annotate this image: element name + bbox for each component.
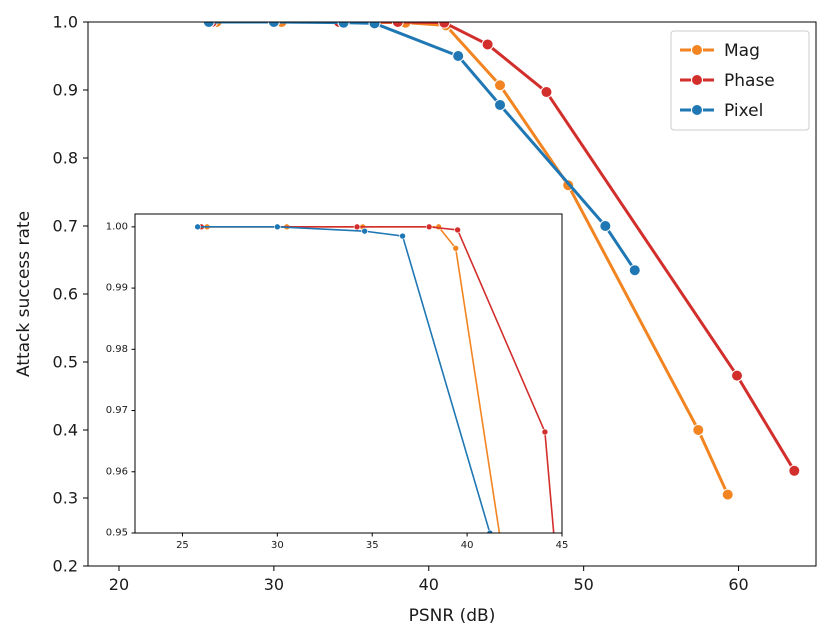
inset-x-tick-label-45: 45 bbox=[556, 540, 569, 551]
inset-background bbox=[135, 214, 562, 533]
main-x-tick-label-30: 30 bbox=[264, 575, 284, 594]
main-point-phase-3 bbox=[391, 22, 404, 28]
inset-x-tick-label-35: 35 bbox=[366, 540, 379, 551]
main-point-pixel-2 bbox=[337, 22, 350, 29]
main-point-phase-5 bbox=[481, 38, 494, 51]
main-y-tick-label-0-3: 0.3 bbox=[53, 489, 78, 508]
main-point-phase-6 bbox=[540, 86, 553, 99]
inset-point-pixel-3 bbox=[399, 232, 406, 240]
legend-phase-label: Phase bbox=[724, 71, 775, 91]
inset-y-tick-label-0-95: 0.95 bbox=[106, 528, 128, 539]
legend-mag-marker bbox=[691, 44, 703, 56]
main-point-pixel-5 bbox=[494, 98, 507, 111]
main-x-tick-label-20: 20 bbox=[109, 575, 129, 594]
main-x-tick-label-60: 60 bbox=[728, 575, 748, 594]
inset-x-tick-label-40: 40 bbox=[461, 540, 474, 551]
legend-pixel-label: Pixel bbox=[724, 101, 763, 121]
inset-point-pixel-1 bbox=[274, 223, 281, 231]
main-point-phase-4 bbox=[438, 22, 451, 29]
main-y-tick-label-0-6: 0.6 bbox=[53, 285, 78, 304]
legend-pixel-marker bbox=[691, 104, 703, 116]
main-y-tick-label-0-5: 0.5 bbox=[53, 353, 78, 372]
inset-x-tick-label-25: 25 bbox=[176, 540, 189, 551]
main-point-pixel-4 bbox=[452, 50, 465, 62]
legend-phase-marker bbox=[691, 74, 703, 86]
inset-frame bbox=[134, 213, 563, 534]
main-y-tick-label-1: 1.0 bbox=[53, 13, 78, 32]
main-point-pixel-0 bbox=[202, 22, 215, 28]
main-y-tick-label-0-7: 0.7 bbox=[53, 217, 78, 236]
main-point-pixel-6 bbox=[599, 220, 612, 232]
main-point-mag-8 bbox=[721, 488, 734, 501]
legend-frame bbox=[670, 30, 810, 131]
x-axis-title: PSNR (dB) bbox=[409, 606, 496, 626]
main-y-tick-label-0-8: 0.8 bbox=[53, 149, 78, 168]
main-point-phase-8 bbox=[788, 464, 801, 477]
inset-point-phase-4 bbox=[454, 226, 461, 234]
main-point-pixel-3 bbox=[368, 22, 381, 30]
inset-point-pixel-4 bbox=[486, 529, 494, 533]
main-axes: 20 30 40 50 60 0.2 0.3 0.4 0.5 0.6 0.7 0.8 0.9 1.0 bbox=[53, 13, 749, 595]
legend: Mag Phase Pixel bbox=[670, 30, 810, 131]
main-x-tick-label-40: 40 bbox=[419, 575, 439, 594]
inset-axes: 25 30 35 40 45 0.95 0.96 0.97 0.98 0.99 1.00 bbox=[106, 221, 569, 551]
main-point-mag-7 bbox=[692, 424, 705, 436]
inset-point-phase-5 bbox=[541, 428, 549, 436]
inset-point-phase-2 bbox=[353, 223, 361, 231]
inset-y-tick-label-0-99: 0.99 bbox=[106, 283, 128, 294]
inset-zoom-plot: 25 30 35 40 45 0.95 0.96 0.97 0.98 0.99 1.00 bbox=[106, 213, 569, 551]
inset-y-tick-label-0-98: 0.98 bbox=[106, 344, 128, 355]
main-y-tick-label-0-9: 0.9 bbox=[53, 81, 78, 100]
inset-point-mag-4 bbox=[452, 244, 460, 252]
main-y-tick-label-0-2: 0.2 bbox=[53, 557, 78, 576]
y-axis-title: Attack success rate bbox=[14, 211, 34, 377]
inset-series-group bbox=[194, 223, 555, 533]
inset-y-tick-label-0-96: 0.96 bbox=[106, 466, 128, 477]
main-y-tick-label-0-4: 0.4 bbox=[53, 421, 78, 440]
main-point-phase-7 bbox=[731, 369, 744, 382]
main-point-pixel-7 bbox=[628, 264, 641, 277]
main-point-mag-5 bbox=[494, 79, 507, 92]
inset-point-pixel-2 bbox=[361, 227, 368, 235]
inset-y-tick-label-1: 1.00 bbox=[106, 221, 128, 232]
main-point-pixel-1 bbox=[267, 22, 280, 28]
main-x-tick-label-50: 50 bbox=[573, 575, 593, 594]
inset-x-tick-label-30: 30 bbox=[271, 540, 284, 551]
inset-point-pixel-0 bbox=[194, 223, 201, 231]
legend-mag-label: Mag bbox=[724, 41, 760, 61]
inset-y-tick-label-0-97: 0.97 bbox=[106, 405, 128, 416]
inset-point-phase-3 bbox=[425, 223, 433, 231]
